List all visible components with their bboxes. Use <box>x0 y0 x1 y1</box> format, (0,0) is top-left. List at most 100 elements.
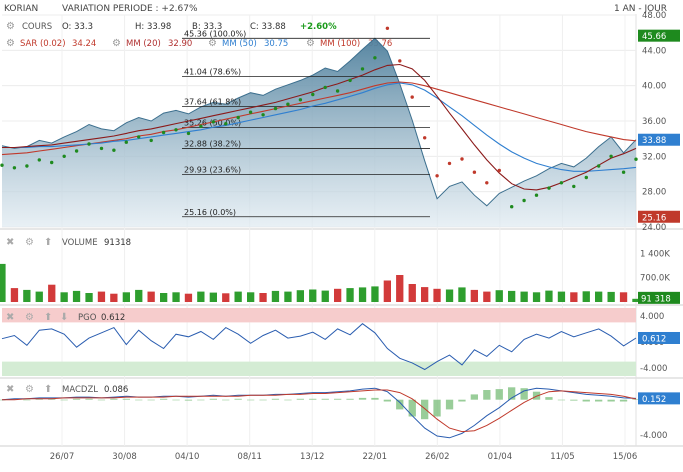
gear-icon[interactable]: ⚙ <box>25 237 34 248</box>
gear-icon[interactable]: ⚙ <box>6 21 15 32</box>
macd-histogram-bar <box>458 399 466 402</box>
macd-histogram-bar <box>309 398 317 400</box>
macd-histogram-bar <box>557 399 566 401</box>
pgo-title: PGO <box>78 313 97 323</box>
macd-histogram-bar <box>383 399 391 402</box>
gear-icon[interactable]: ⚙ <box>25 384 34 395</box>
sar-dot <box>559 181 564 185</box>
sar-dot <box>199 124 203 128</box>
x-tick-label: 11/05 <box>550 452 575 462</box>
macd-histogram-bar <box>72 398 81 400</box>
macd-histogram-bar <box>209 398 217 400</box>
macd-histogram-bar <box>470 394 478 400</box>
volume-bar <box>284 291 292 302</box>
pgo-oversold-band <box>2 361 636 376</box>
volume-bar <box>147 291 155 302</box>
sar-dot <box>161 130 166 135</box>
x-tick-label: 04/10 <box>175 452 200 462</box>
macd-histogram-bar <box>172 399 180 401</box>
macd-histogram-bar <box>135 399 143 401</box>
close-icon[interactable]: ✖ <box>6 312 14 323</box>
sar-dot <box>224 122 228 126</box>
arrow-up-icon[interactable]: ⬆ <box>44 384 52 395</box>
arrow-up-icon[interactable]: ⬆ <box>44 312 52 323</box>
arrow-down-icon[interactable]: ⬇ <box>60 312 68 323</box>
gear-icon[interactable]: ⚙ <box>208 38 217 49</box>
fib-level-label: 32.88 (38.2%) <box>184 140 241 149</box>
pgo-overbought-band <box>2 308 636 323</box>
price-tick-label: 40.00 <box>642 82 666 92</box>
legend-mm20-value: 32.90 <box>168 39 192 49</box>
volume-bar <box>458 287 466 302</box>
gear-icon[interactable]: ⚙ <box>25 312 34 323</box>
macd-histogram-bar <box>321 398 329 400</box>
x-tick-label: 26/02 <box>425 452 450 462</box>
volume-bar <box>209 292 217 302</box>
sar-dot <box>174 128 178 132</box>
sar-dot <box>572 184 576 189</box>
macd-histogram-bar <box>197 399 205 401</box>
gear-icon[interactable]: ⚙ <box>112 38 121 49</box>
price-tick-label: 36.00 <box>642 117 666 127</box>
pgo-tick-label: 4.000 <box>640 312 664 322</box>
arrow-up-icon[interactable]: ⬆ <box>44 237 52 248</box>
volume-bar <box>495 290 503 302</box>
close-icon[interactable]: ✖ <box>6 384 14 395</box>
x-tick-label: 01/04 <box>488 452 513 462</box>
sar-dot <box>298 98 303 102</box>
sar-dot <box>398 59 402 63</box>
gear-icon[interactable]: ⚙ <box>6 38 15 49</box>
sar-dot <box>236 115 240 120</box>
price-tag-box <box>638 133 680 146</box>
macd-histogram-bar <box>259 399 267 401</box>
period-selector[interactable]: 1 AN - JOUR <box>614 4 667 14</box>
close-icon[interactable]: ✖ <box>6 237 14 248</box>
gear-icon[interactable]: ⚙ <box>306 38 315 49</box>
macd-histogram-bar <box>371 397 379 400</box>
macd-tag-label: 0.152 <box>642 395 666 405</box>
macd-histogram-bar <box>495 389 503 400</box>
legend-low: B: 33.3 <box>192 22 222 32</box>
macd-histogram-bar <box>508 387 516 400</box>
macd-histogram-bar <box>545 397 553 400</box>
macd-histogram-bar <box>445 399 454 410</box>
sar-dot <box>460 157 464 161</box>
price-tag-label: 25.16 <box>642 213 666 223</box>
fib-level-label: 29.93 (23.6%) <box>184 166 241 175</box>
macd-histogram-bar <box>483 390 491 400</box>
volume-bar <box>110 293 118 302</box>
volume-bar <box>383 280 391 302</box>
macd-histogram-bar <box>60 399 68 401</box>
macd-histogram-bar <box>85 398 93 400</box>
sar-dot <box>112 148 116 152</box>
volume-tick-label: 700.0K <box>640 274 670 284</box>
sar-dot <box>447 161 452 166</box>
mm20-line <box>2 63 637 191</box>
volume-bar <box>396 275 404 302</box>
x-tick-label: 08/11 <box>237 452 262 462</box>
macd-histogram-bar <box>122 398 130 400</box>
legend-mm20-label: MM (20) <box>126 39 161 49</box>
sar-dot <box>547 186 551 190</box>
legend-sar-value: 34.24 <box>72 39 96 49</box>
volume-plot: 1 400K 700.0K 91 318 <box>0 249 680 304</box>
sar-dot <box>248 110 253 114</box>
sar-dot <box>37 158 41 162</box>
volume-tick-label: 1 400K <box>640 249 670 259</box>
volume-bar <box>172 292 180 302</box>
legend-close: C: 33.88 <box>250 22 286 32</box>
macd-histogram-bar <box>607 399 615 402</box>
sar-dot <box>534 193 539 197</box>
volume-bar <box>470 289 478 302</box>
x-tick-label: 22/01 <box>363 452 388 462</box>
macd-histogram-bar <box>619 399 628 402</box>
legend-cours: COURS <box>22 22 52 32</box>
volume-bar <box>259 293 267 302</box>
volume-bar <box>321 290 329 302</box>
price-tag-box <box>638 29 680 42</box>
volume-bar <box>595 291 603 302</box>
macd-histogram-bar <box>284 399 292 401</box>
